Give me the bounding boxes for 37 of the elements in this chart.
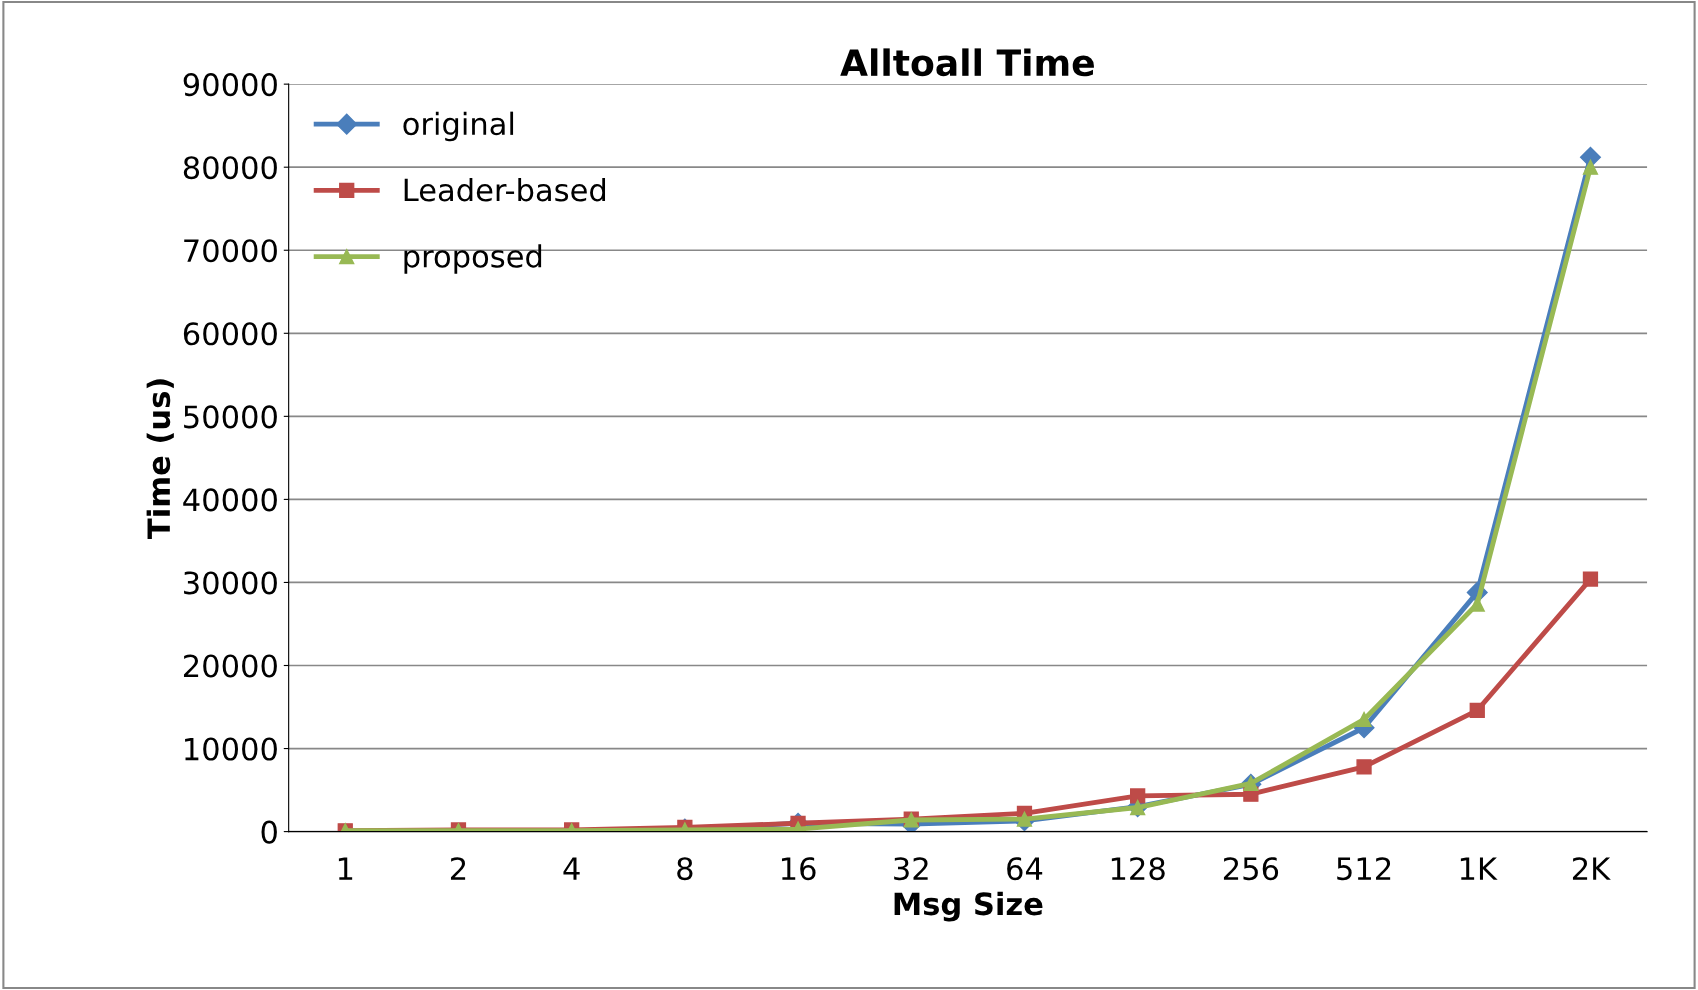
y-tick-label: 30000 <box>184 571 277 595</box>
point <box>1469 702 1485 718</box>
x-tick-label: 2 <box>450 857 466 880</box>
x-tick-label: 1K <box>1460 857 1498 880</box>
x-tick-label: 64 <box>1007 857 1043 881</box>
point <box>1016 811 1033 827</box>
y-tick-label: 20000 <box>183 654 277 678</box>
x-axis-title: Msg Size <box>894 891 1043 922</box>
y-tick-label: 0 <box>261 820 277 844</box>
point <box>1469 596 1485 612</box>
y-tick-label: 40000 <box>183 488 277 512</box>
y-tick-label: 80000 <box>183 156 277 180</box>
x-tick-label: 512 <box>1337 857 1391 881</box>
y-tick-label: 50000 <box>184 405 277 429</box>
y-tick-label: 70000 <box>184 239 277 263</box>
chart-title: Alltoall Time <box>840 48 1094 77</box>
legend-label: original <box>403 111 514 142</box>
x-tick-label: 8 <box>677 857 693 881</box>
point <box>1582 159 1599 175</box>
x-tick-label: 256 <box>1223 857 1279 881</box>
point <box>1356 759 1372 775</box>
y-tick-label: 90000 <box>183 73 277 97</box>
x-tick-label: 1 <box>338 857 353 880</box>
x-tick-label: 2K <box>1572 857 1611 880</box>
point <box>1582 571 1599 587</box>
point <box>1130 799 1146 816</box>
y-tick-label: 10000 <box>185 737 277 761</box>
x-tick-label: 4 <box>563 857 580 880</box>
y-axis-title: Time (us) <box>146 379 174 539</box>
x-tick-label: 16 <box>781 857 816 881</box>
x-tick-label: 128 <box>1111 857 1165 881</box>
point <box>1130 788 1146 804</box>
y-tick-label: 60000 <box>183 322 277 346</box>
legend-label: proposed <box>404 244 542 274</box>
legend-label: Leader-based <box>404 177 606 202</box>
point <box>1356 711 1372 728</box>
x-tick-label: 32 <box>894 857 928 881</box>
